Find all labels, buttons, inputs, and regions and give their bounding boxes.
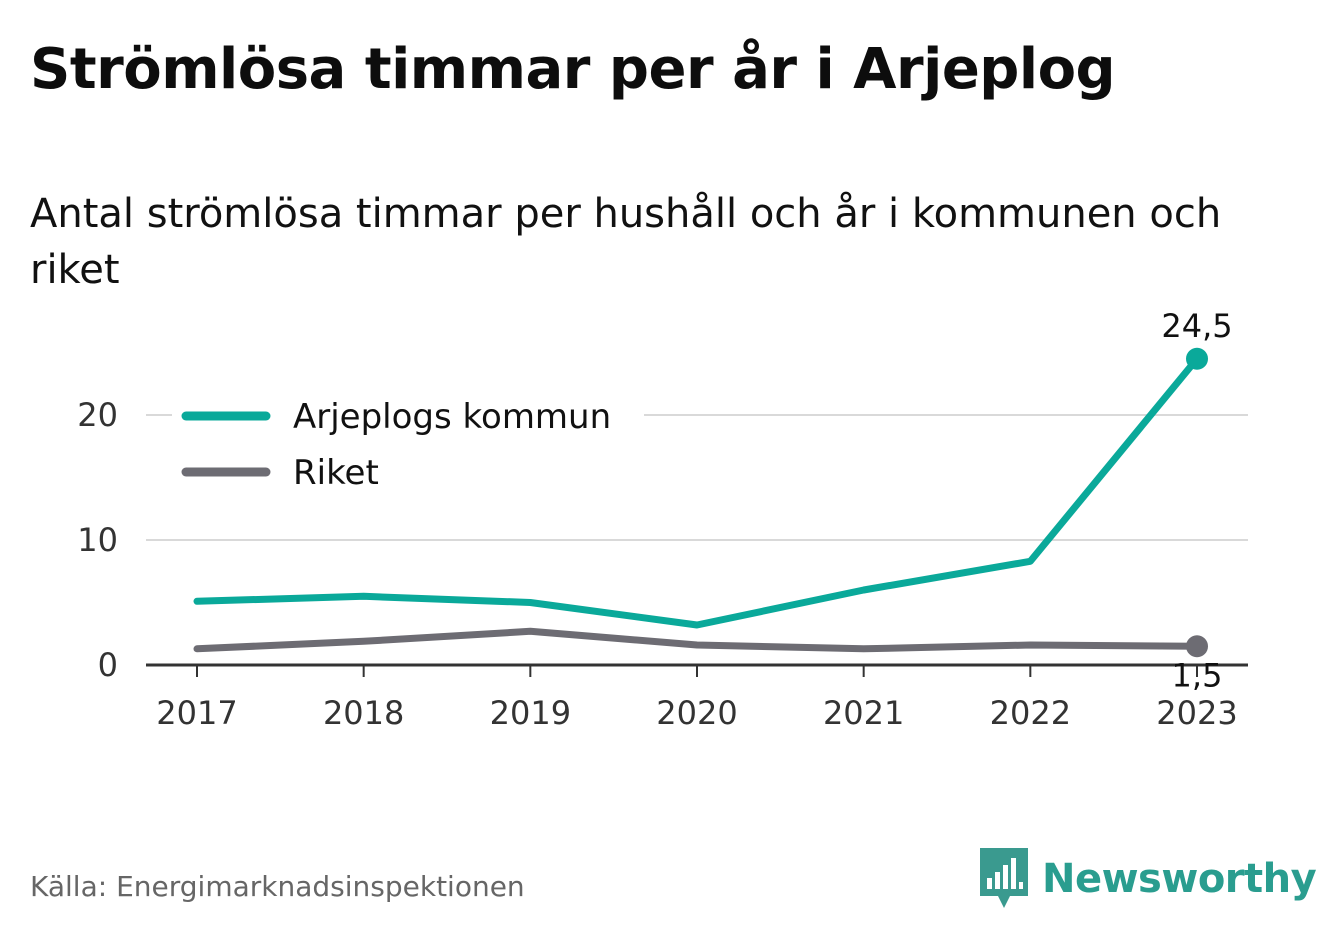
series-end-point xyxy=(1186,347,1208,370)
x-tick-label: 2020 xyxy=(656,694,737,732)
series-line-0 xyxy=(193,355,1201,629)
newsworthy-logo-icon xyxy=(980,848,1028,908)
brand-name: Newsworthy xyxy=(1042,856,1317,902)
x-tick-label: 2021 xyxy=(823,694,904,732)
legend-label: Riket xyxy=(293,453,379,493)
brand-logo: Newsworthy xyxy=(980,848,1317,910)
x-tick-label: 2017 xyxy=(156,694,237,732)
x-tick-label: 2019 xyxy=(490,694,571,732)
legend-label: Arjeplogs kommun xyxy=(293,397,611,437)
y-tick-label: 0 xyxy=(98,646,118,684)
legend-background xyxy=(172,392,644,500)
x-tick-label: 2023 xyxy=(1156,694,1237,732)
series-end-point xyxy=(1186,635,1208,658)
y-tick-label: 10 xyxy=(77,521,118,559)
y-axis-ticks: 0 10 20 xyxy=(77,396,118,684)
end-value-label: 24,5 xyxy=(1161,307,1232,345)
chart-title: Strömlösa timmar per år i Arjeplog xyxy=(30,37,1116,102)
legend: Arjeplogs kommun Riket xyxy=(172,392,644,500)
source-note: Källa: Energimarknadsinspektionen xyxy=(30,870,525,903)
series-line-1 xyxy=(193,627,1201,653)
end-value-label: 1,5 xyxy=(1172,656,1223,694)
data-labels: 24,5 1,5 xyxy=(1161,307,1232,695)
series-lines xyxy=(193,347,1208,658)
y-tick-label: 20 xyxy=(77,396,118,434)
x-tick-label: 2022 xyxy=(990,694,1071,732)
x-tick-label: 2018 xyxy=(323,694,404,732)
x-axis-ticks: 2017 2018 2019 2020 2021 2022 2023 xyxy=(156,665,1238,732)
chart-subtitle: Antal strömlösa timmar per hushåll och å… xyxy=(30,191,1222,293)
